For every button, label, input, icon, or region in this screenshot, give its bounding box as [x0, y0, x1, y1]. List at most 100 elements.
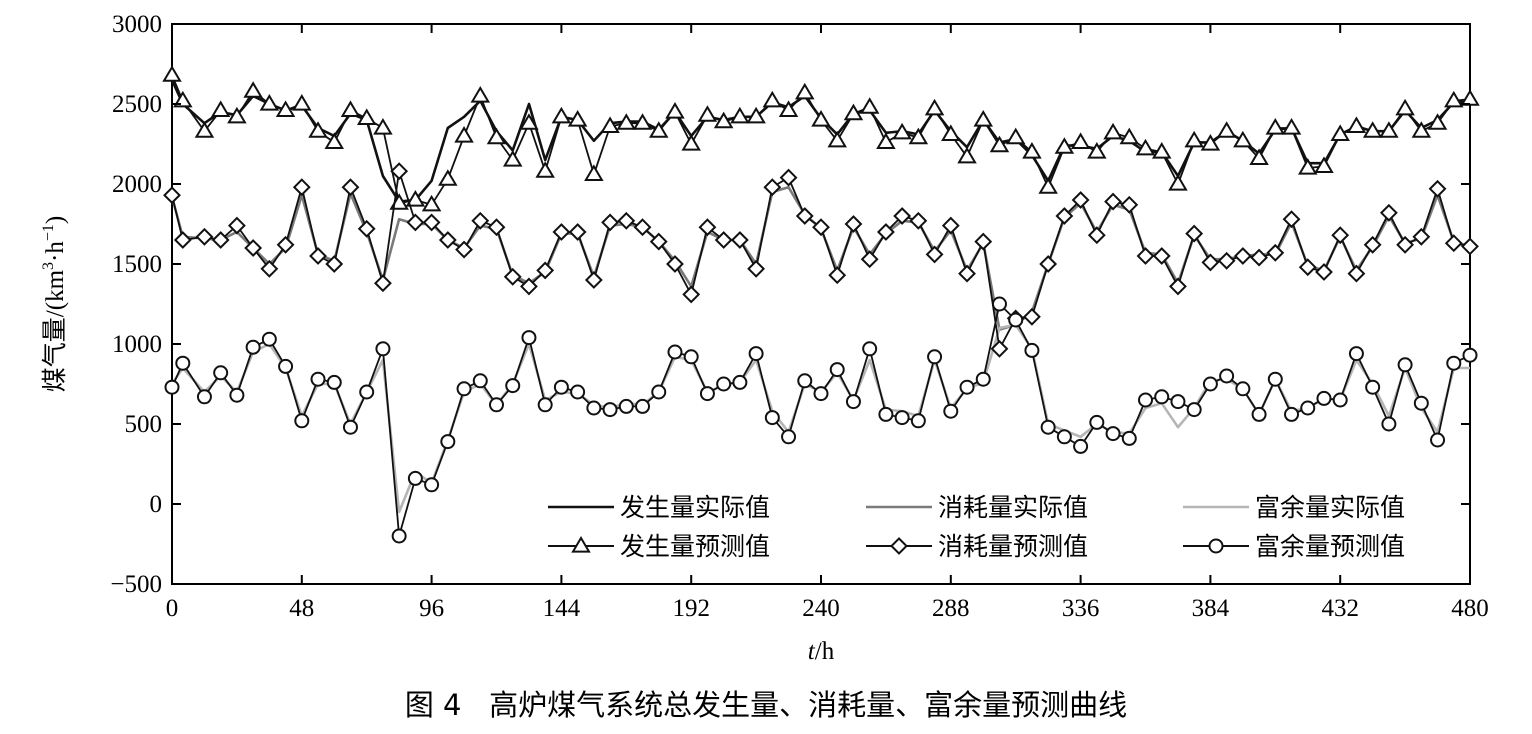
- series-4-point-54: [1039, 255, 1058, 273]
- legend-item-1: 消耗量实际值: [866, 493, 1088, 522]
- series-5-point-28: [618, 398, 634, 414]
- series-3-point-6: [259, 94, 280, 111]
- series-3-point-75: [1379, 121, 1399, 138]
- series-3-point-29: [632, 113, 653, 130]
- series-5-point-59: [1121, 430, 1137, 446]
- legend-label-4: 消耗量预测值: [938, 532, 1088, 561]
- series-5-point-54: [1040, 419, 1056, 435]
- series-layer: [162, 65, 1480, 544]
- series-3-point-38: [778, 100, 799, 117]
- series-4-point-14: [390, 162, 409, 181]
- legend-label-2: 富余量实际值: [1255, 493, 1405, 522]
- series-3-point-59: [1119, 127, 1140, 145]
- series-3-point-68: [1265, 118, 1286, 135]
- series-4-point-8: [292, 178, 311, 197]
- series-4-point-60: [1136, 247, 1155, 265]
- series-5-point-47: [927, 349, 943, 365]
- series-3-point-35: [730, 106, 750, 124]
- series-5-point-12: [359, 384, 375, 400]
- series-5-point-53: [1024, 342, 1040, 358]
- series-5-point-43: [862, 341, 878, 357]
- y-axis-title-cn: 煤气量: [40, 317, 69, 392]
- series-3-point-8: [292, 94, 312, 111]
- x-tick-label-432: 432: [1321, 595, 1359, 622]
- series-4-point-6: [260, 259, 279, 278]
- series-4-point-45: [893, 207, 912, 225]
- series-5-point-72: [1332, 392, 1348, 408]
- series-4-point-43: [860, 250, 879, 269]
- series-4-point-65: [1217, 251, 1236, 270]
- series-4-point-22: [520, 277, 538, 296]
- series-5-point-23: [537, 397, 553, 413]
- series-3-point-62: [1168, 174, 1188, 191]
- series-4-point-55: [1055, 207, 1074, 225]
- legend-marker-5: [1208, 538, 1224, 554]
- series-4-point-74: [1363, 235, 1382, 254]
- series-4-point-57: [1087, 226, 1106, 245]
- series-3-point-46: [908, 127, 929, 145]
- series-5-point-3: [213, 365, 229, 381]
- series-3-point-21: [502, 150, 523, 167]
- legend-label-0: 发生量实际值: [620, 493, 770, 522]
- series-4-point-49: [958, 264, 976, 283]
- series-5-point-40: [813, 386, 829, 402]
- legend-label-3: 发生量预测值: [620, 532, 770, 561]
- x-axis-title: t/h: [808, 638, 835, 665]
- series-5-point-56: [1073, 438, 1089, 454]
- series-4-point-79: [1444, 234, 1463, 253]
- series-4-point-80: [1461, 237, 1479, 256]
- series-5-point-22: [521, 330, 537, 346]
- series-4-point-20: [487, 218, 506, 237]
- y-tick-label-1000: 1000: [112, 331, 162, 358]
- figure-caption: 图 4 高炉煤气系统总发生量、消耗量、富余量预测曲线: [404, 688, 1128, 722]
- series-4-point-63: [1185, 224, 1204, 243]
- x-tick-label-288: 288: [932, 595, 970, 622]
- series-3-point-66: [1233, 130, 1253, 148]
- series-3-point-27: [600, 116, 620, 133]
- series-3-point-0: [162, 65, 182, 82]
- series-5-point-62: [1170, 394, 1186, 410]
- series-5-point-68: [1267, 371, 1283, 387]
- series-4-point-51: [990, 339, 1009, 358]
- series-0: [170, 79, 1471, 203]
- series-5-point-42: [845, 394, 861, 410]
- series-3-point-58: [1103, 122, 1123, 140]
- series-5-point-14: [391, 528, 407, 544]
- series-3-point-40: [811, 110, 831, 127]
- series-4-point-17: [438, 231, 457, 249]
- legend-item-0: 发生量实际值: [548, 493, 770, 522]
- series-5-point-79: [1446, 355, 1462, 371]
- series-4-point-44: [876, 223, 895, 241]
- series-4-point-11: [341, 178, 360, 197]
- series-4-point-46: [909, 211, 928, 230]
- series-4-point-64: [1201, 253, 1220, 272]
- series-5-point-21: [505, 378, 521, 394]
- series-5-point-7: [278, 358, 294, 374]
- series-5-point-10: [326, 374, 342, 390]
- series-4-point-23: [536, 261, 555, 280]
- series-3-point-53: [1022, 142, 1042, 159]
- series-3: [162, 65, 1480, 212]
- series-4-point-76: [1396, 235, 1415, 254]
- series-5-point-33: [699, 386, 715, 402]
- series-5-point-37: [764, 410, 780, 426]
- series-4-point-56: [1071, 191, 1090, 209]
- series-2: [170, 323, 1470, 514]
- series-5-point-75: [1381, 416, 1397, 432]
- series-4: [163, 162, 1479, 358]
- series-4-point-4: [227, 216, 246, 235]
- series-3-point-17: [438, 169, 458, 186]
- series-5-point-77: [1413, 395, 1429, 411]
- series-4-point-47: [925, 245, 944, 264]
- series-3-point-50: [973, 110, 993, 127]
- series-4-point-15: [406, 213, 425, 232]
- series-5-point-24: [553, 379, 569, 395]
- legend-marker-4: [890, 537, 908, 555]
- y-tick-label-2500: 2500: [112, 91, 162, 118]
- series-5-point-16: [424, 477, 440, 493]
- series-3-point-7: [275, 100, 296, 117]
- series-5-point-65: [1219, 368, 1235, 384]
- series-5-point-17: [440, 434, 456, 450]
- series-4-point-7: [276, 235, 295, 254]
- series-5-point-38: [781, 429, 797, 445]
